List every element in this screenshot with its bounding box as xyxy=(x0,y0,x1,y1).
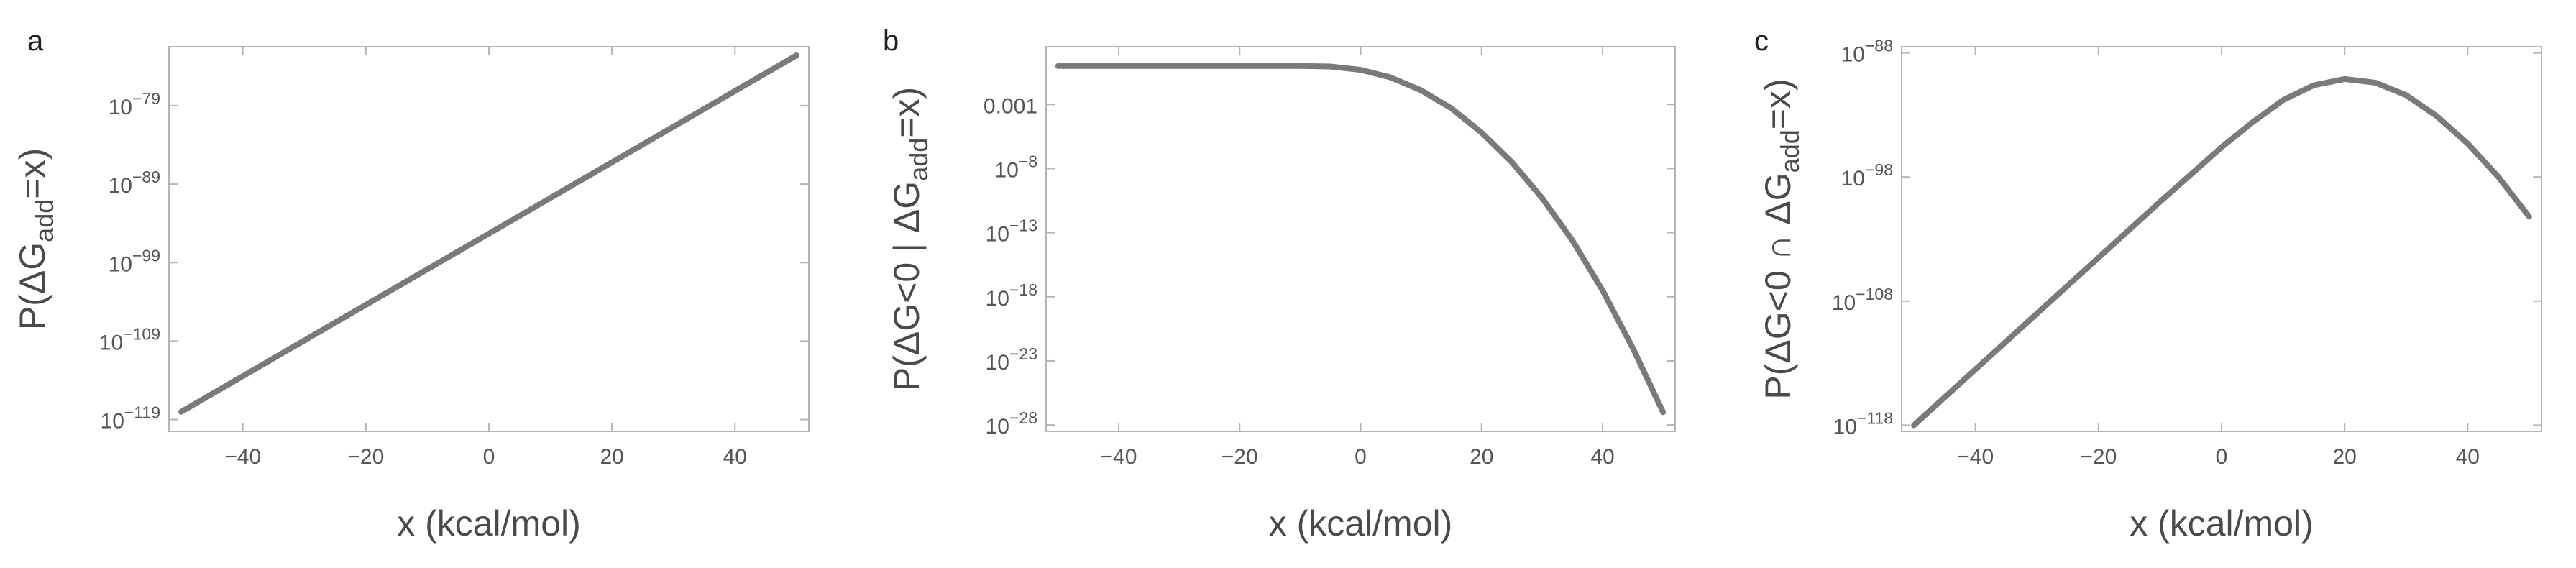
x-axis-label: x (kcal/mol) xyxy=(1269,503,1453,544)
x-tick-label: −40 xyxy=(1957,445,1994,469)
x-tick-label: −20 xyxy=(1221,445,1258,469)
series-line-b xyxy=(1055,63,1667,416)
y-tick-label: 10−23 xyxy=(986,344,1037,375)
panel-letter: b xyxy=(883,25,899,57)
y-tick-label: 10−108 xyxy=(1832,285,1893,315)
y-tick-label: 10−118 xyxy=(1833,408,1893,439)
y-axis-label: P(ΔG<0 ∩ ΔGadd=x) xyxy=(1758,78,1805,399)
y-tick-label: 10−8 xyxy=(994,152,1037,182)
y-tick-label: 10−13 xyxy=(986,216,1037,247)
x-tick-label: 20 xyxy=(1470,445,1493,469)
y-tick-label: 10−89 xyxy=(109,168,160,198)
y-axis-label: P(ΔG<0 | ΔGadd=x) xyxy=(886,87,933,391)
y-axis-label: P(ΔGadd=x) xyxy=(12,148,59,330)
x-tick-label: 0 xyxy=(2216,445,2228,469)
y-tick-label: 10−79 xyxy=(109,89,160,119)
plot-frame xyxy=(1901,46,2542,432)
x-tick-label: −20 xyxy=(2080,445,2117,469)
y-tick-label: 10−98 xyxy=(1841,160,1893,191)
plot-frame xyxy=(1045,46,1676,432)
x-tick-label: 20 xyxy=(2332,445,2356,469)
x-tick-label: −40 xyxy=(1101,445,1137,469)
chart-panel-a: a −40 −20 0 20 40 10−119 10−109 10−99 10−89 10−79 x… xyxy=(12,25,810,544)
x-tick-label: −20 xyxy=(347,445,384,469)
panel-letter: c xyxy=(1754,25,1769,57)
x-axis-label: x (kcal/mol) xyxy=(397,503,581,544)
y-tick-label: 10−109 xyxy=(99,324,160,354)
y-tick-label: 0.001 xyxy=(984,94,1037,118)
x-tick-label: 0 xyxy=(483,445,495,469)
x-tick-label: −40 xyxy=(224,445,261,469)
y-tick-label: 10−28 xyxy=(986,408,1037,439)
x-axis-label: x (kcal/mol) xyxy=(2130,503,2314,544)
x-tick-label: 0 xyxy=(1355,445,1367,469)
y-tick-label: 10−18 xyxy=(986,280,1037,311)
chart-panel-c: c −40 −20 0 20 40 10−118 10−108 10−98 10−88 x (kca… xyxy=(1754,25,2542,544)
panel-letter: a xyxy=(27,25,44,57)
y-tick-label: 10−99 xyxy=(109,246,160,276)
series-line-a xyxy=(178,52,799,415)
x-tick-label: 40 xyxy=(723,445,747,469)
series-line-c xyxy=(1911,75,2532,429)
x-tick-label: 40 xyxy=(2456,445,2480,469)
x-tick-label: 20 xyxy=(600,445,623,469)
y-tick-label: 10−119 xyxy=(101,403,160,434)
x-tick-label: 40 xyxy=(1590,445,1614,469)
y-tick-label: 10−88 xyxy=(1841,37,1893,67)
chart-panel-b: b −40 −20 0 20 40 10−28 10−23 10−18 10−13 10−8 0.00… xyxy=(883,25,1676,544)
